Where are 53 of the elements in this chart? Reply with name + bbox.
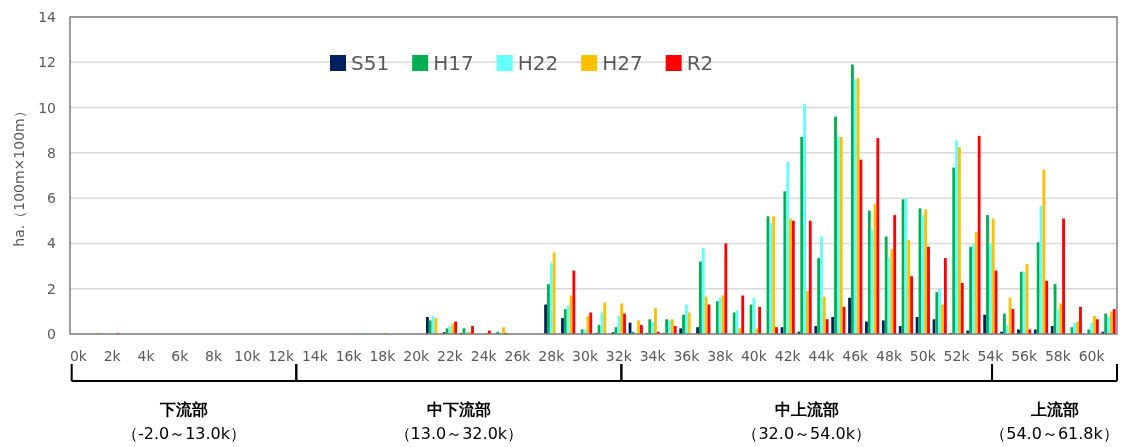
x-tick-label: 60k — [1078, 348, 1106, 364]
legend-label: H22 — [517, 51, 559, 75]
x-tick-label: 4k — [137, 348, 156, 364]
x-tick-label: 26k — [504, 348, 532, 364]
text: 下流部 — [158, 400, 208, 419]
x-tick-label: 34k — [639, 348, 667, 364]
text: 中上流部 — [774, 400, 839, 419]
x-tick-label: 54k — [977, 348, 1005, 364]
x-tick-label: 50k — [909, 348, 937, 364]
y-axis-title: ha.（100m×100m） — [11, 104, 27, 247]
text: （54.0～61.8k） — [990, 424, 1119, 443]
x-tick-label: 24k — [470, 348, 498, 364]
x-tick-label: 48k — [876, 348, 903, 364]
x-tick-label: 40k — [740, 348, 768, 364]
x-tick-label: 56k — [1011, 348, 1038, 364]
text: （-2.0～13.0k） — [121, 424, 247, 443]
x-tick-label: 28k — [538, 348, 566, 364]
x-tick-label: 36k — [673, 348, 701, 364]
x-tick-label: 10k — [234, 348, 262, 364]
x-tick-label: 32k — [605, 348, 633, 364]
x-tick-label: 2k — [103, 348, 122, 364]
y-tick-label: 12 — [38, 54, 56, 71]
y-tick-label: 6 — [47, 190, 57, 207]
x-tick-label: 44k — [808, 348, 836, 364]
legend-label: S51 — [351, 51, 390, 75]
x-tick-label: 14k — [301, 348, 329, 364]
x-tick-label: 18k — [369, 348, 397, 364]
x-tick-label: 52k — [943, 348, 971, 364]
y-tick-label: 8 — [47, 144, 56, 161]
x-tick-label: 58k — [1044, 348, 1072, 364]
legend-label: H27 — [602, 51, 643, 75]
y-tick-label: 2 — [47, 280, 56, 297]
x-tick-label: 42k — [774, 348, 802, 364]
x-tick-label: 0k — [69, 348, 88, 364]
y-tick-label: 4 — [47, 235, 57, 252]
text: 上流部 — [1029, 400, 1079, 419]
legend-label: H17 — [433, 51, 474, 75]
x-tick-label: 38k — [707, 348, 735, 364]
y-tick-label: 10 — [38, 99, 56, 116]
y-tick-label: 14 — [38, 9, 57, 25]
x-tick-label: 20k — [403, 348, 431, 364]
x-tick-label: 46k — [842, 348, 870, 364]
x-tick-label: 12k — [268, 348, 295, 364]
x-tick-label: 16k — [335, 348, 363, 364]
y-tick-label: 0 — [47, 326, 56, 342]
text: 中下流部 — [426, 400, 491, 419]
x-tick-label: 8k — [205, 348, 223, 364]
text: （32.0～54.0k） — [742, 424, 871, 443]
x-tick-label: 30k — [572, 348, 599, 364]
x-tick-label: 6k — [171, 348, 190, 364]
x-tick-label: 22k — [437, 348, 464, 364]
text: （13.0～32.0k） — [394, 424, 524, 443]
legend-label: R2 — [686, 51, 714, 75]
